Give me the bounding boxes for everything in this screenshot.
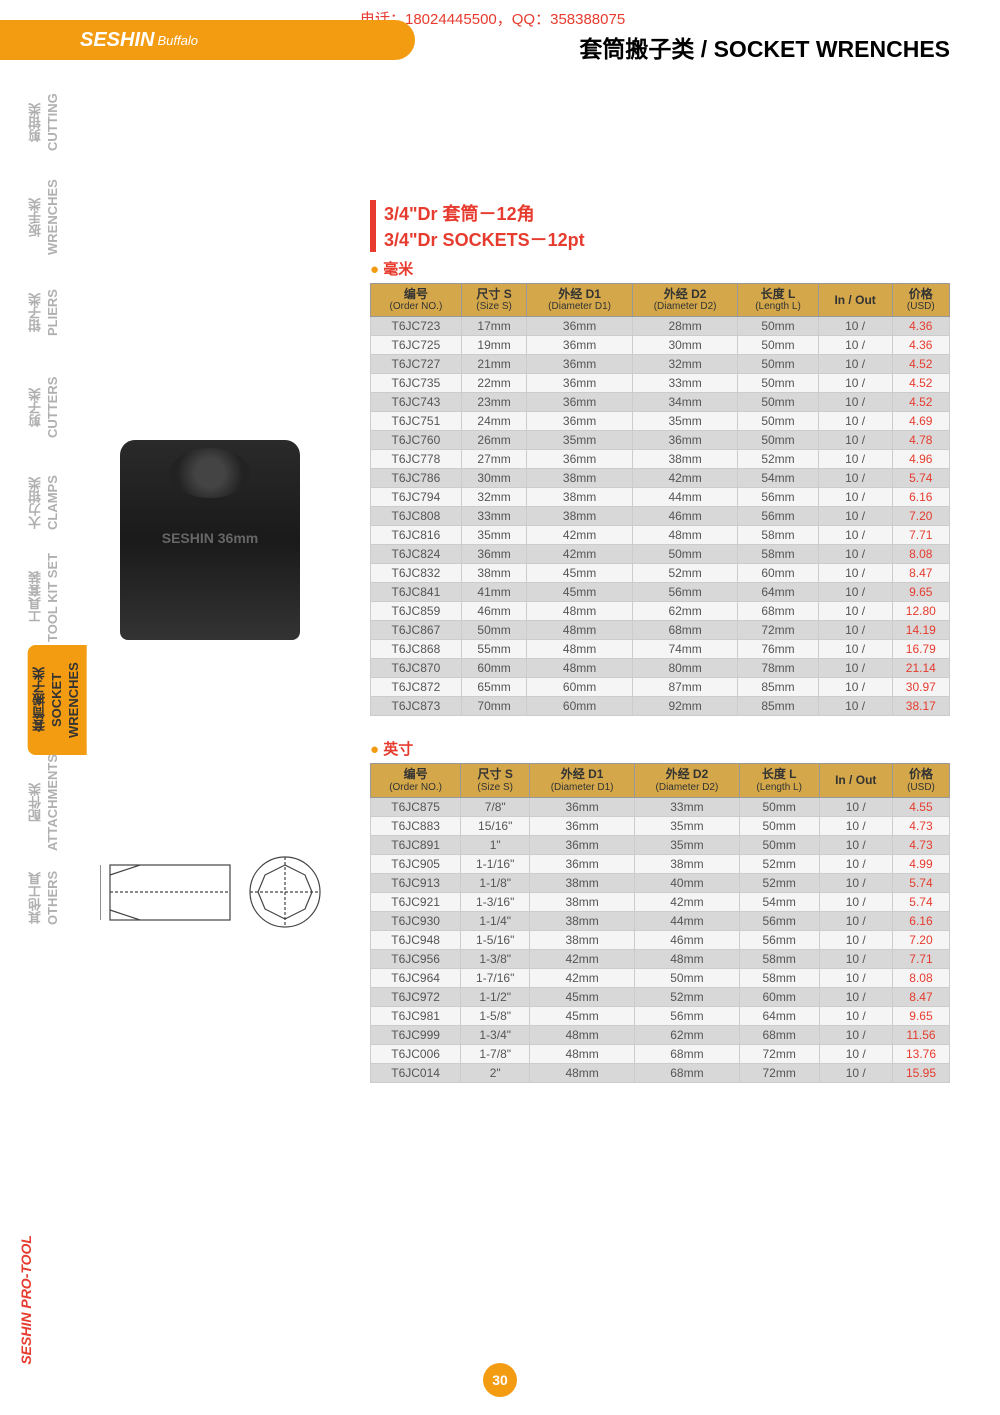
side-tab-socket-wrenches[interactable]: 套筒搬子类SOCKET WRENCHES — [28, 645, 87, 755]
side-tab-wrenches[interactable]: 扳手类WRENCHES — [28, 170, 62, 265]
col-header: 外经 D1(Diameter D1) — [530, 764, 635, 797]
table-row: T6JC82436mm42mm50mm58mm10 /8.08 — [371, 545, 950, 564]
table-row: T6JC9481-5/16"38mm46mm56mm10 /7.20 — [371, 930, 950, 949]
product-image: SESHIN 36mm — [100, 440, 320, 700]
section-title: 3/4"Dr 套筒－12角 3/4"Dr SOCKETS－12pt — [370, 200, 950, 252]
col-header: 外经 D1(Diameter D1) — [527, 284, 633, 317]
table-row: T6JC87370mm60mm92mm85mm10 /38.17 — [371, 697, 950, 716]
table-row: T6JC9051-1/16"36mm38mm52mm10 /4.99 — [371, 854, 950, 873]
side-tabs: 剪钳类CUTTING扳手类WRENCHES钳子类PLIERS剪子类CUTTERS… — [28, 75, 76, 945]
bottom-brand: SESHIN PRO-TOOL — [18, 1235, 34, 1365]
unit-inch-label: 英寸 — [370, 738, 950, 759]
table-row: T6JC79432mm38mm44mm56mm10 /6.16 — [371, 488, 950, 507]
col-header: 尺寸 S(Size S) — [461, 284, 527, 317]
table-row: T6JC75124mm36mm35mm50mm10 /4.69 — [371, 412, 950, 431]
side-tab-pliers[interactable]: 钳子类PLIERS — [28, 265, 62, 360]
side-tab-cutting[interactable]: 剪钳类CUTTING — [28, 75, 62, 170]
unit-mm-label: 毫米 — [370, 258, 950, 279]
table-row: T6JC0142"48mm68mm72mm10 /15.95 — [371, 1063, 950, 1082]
header-bar: SESHIN Buffalo — [0, 20, 415, 60]
table-inch: 编号(Order NO.)尺寸 S(Size S)外经 D1(Diameter … — [370, 763, 950, 1082]
table-row: T6JC72519mm36mm30mm50mm10 /4.36 — [371, 336, 950, 355]
technical-diagram — [100, 840, 330, 950]
brand-logo: SESHIN — [80, 29, 154, 52]
page-number: 30 — [483, 1363, 517, 1397]
col-header: In / Out — [819, 764, 892, 797]
table-mm: 编号(Order NO.)尺寸 S(Size S)外经 D1(Diameter … — [370, 283, 950, 716]
col-header: 价格(USD) — [892, 284, 949, 317]
col-header: 价格(USD) — [892, 764, 949, 797]
table-row: T6JC72317mm36mm28mm50mm10 /4.36 — [371, 317, 950, 336]
table-row: T6JC83238mm45mm52mm60mm10 /8.47 — [371, 564, 950, 583]
table-row: T6JC78630mm38mm42mm54mm10 /5.74 — [371, 469, 950, 488]
brand-sub: Buffalo — [157, 33, 197, 48]
table-row: T6JC86855mm48mm74mm76mm10 /16.79 — [371, 640, 950, 659]
side-tab-tool-kit-set[interactable]: 工具套装TOOL KIT SET — [28, 550, 62, 645]
col-header: 外经 D2(Diameter D2) — [632, 284, 738, 317]
table-row: T6JC73522mm36mm33mm50mm10 /4.52 — [371, 374, 950, 393]
table-row: T6JC87060mm48mm80mm78mm10 /21.14 — [371, 659, 950, 678]
col-header: In / Out — [818, 284, 892, 317]
table-row: T6JC76026mm35mm36mm50mm10 /4.78 — [371, 431, 950, 450]
table-row: T6JC88315/16"36mm35mm50mm10 /4.73 — [371, 816, 950, 835]
table-row: T6JC9211-3/16"38mm42mm54mm10 /5.74 — [371, 892, 950, 911]
table-row: T6JC81635mm42mm48mm58mm10 /7.71 — [371, 526, 950, 545]
page-title: 套筒搬子类 / SOCKET WRENCHES — [579, 30, 950, 64]
table-row: T6JC9301-1/4"38mm44mm56mm10 /6.16 — [371, 911, 950, 930]
side-tab-attachments[interactable]: 配件类ATTACHMENTS — [28, 755, 62, 850]
col-header: 编号(Order NO.) — [371, 284, 462, 317]
table-row: T6JC85946mm48mm62mm68mm10 /12.80 — [371, 602, 950, 621]
table-row: T6JC84141mm45mm56mm64mm10 /9.65 — [371, 583, 950, 602]
col-header: 外经 D2(Diameter D2) — [635, 764, 740, 797]
col-header: 尺寸 S(Size S) — [461, 764, 530, 797]
table-row: T6JC8757/8"36mm33mm50mm10 /4.55 — [371, 797, 950, 816]
col-header: 编号(Order NO.) — [371, 764, 461, 797]
col-header: 长度 L(Length L) — [738, 284, 818, 317]
table-row: T6JC9721-1/2"45mm52mm60mm10 /8.47 — [371, 987, 950, 1006]
table-row: T6JC9641-7/16"42mm50mm58mm10 /8.08 — [371, 968, 950, 987]
table-row: T6JC87265mm60mm87mm85mm10 /30.97 — [371, 678, 950, 697]
side-tab-clamps[interactable]: 大力钳类CLAMPS — [28, 455, 62, 550]
table-row: T6JC9131-1/8"38mm40mm52mm10 /5.74 — [371, 873, 950, 892]
table-row: T6JC80833mm38mm46mm56mm10 /7.20 — [371, 507, 950, 526]
table-row: T6JC86750mm48mm68mm72mm10 /14.19 — [371, 621, 950, 640]
table-row: T6JC72721mm36mm32mm50mm10 /4.52 — [371, 355, 950, 374]
col-header: 长度 L(Length L) — [739, 764, 819, 797]
table-row: T6JC77827mm36mm38mm52mm10 /4.96 — [371, 450, 950, 469]
table-row: T6JC0061-7/8"48mm68mm72mm10 /13.76 — [371, 1044, 950, 1063]
table-row: T6JC9561-3/8"42mm48mm58mm10 /7.71 — [371, 949, 950, 968]
table-row: T6JC9811-5/8"45mm56mm64mm10 /9.65 — [371, 1006, 950, 1025]
side-tab-cutters[interactable]: 剪子类CUTTERS — [28, 360, 62, 455]
side-tab-others[interactable]: 其他工具OTHERS — [28, 850, 62, 945]
table-row: T6JC9991-3/4"48mm62mm68mm10 /11.56 — [371, 1025, 950, 1044]
main-content: 3/4"Dr 套筒－12角 3/4"Dr SOCKETS－12pt 毫米 编号(… — [370, 200, 950, 1083]
table-row: T6JC74323mm36mm34mm50mm10 /4.52 — [371, 393, 950, 412]
table-row: T6JC8911"36mm35mm50mm10 /4.73 — [371, 835, 950, 854]
